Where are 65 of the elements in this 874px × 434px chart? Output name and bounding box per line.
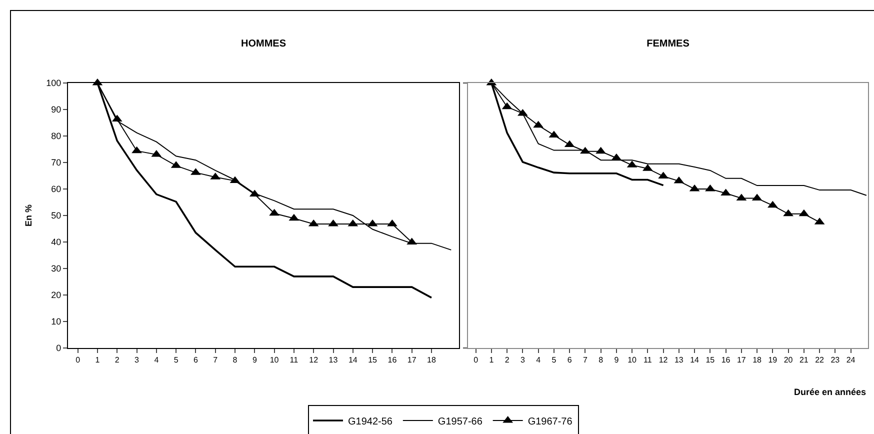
- y-tick-label: 20: [51, 290, 62, 300]
- x-axis-title: Durée en années: [794, 387, 866, 397]
- x-tick-label: 5: [552, 356, 557, 365]
- x-tick-label: 13: [674, 356, 684, 365]
- x-tick-label: 17: [407, 356, 417, 365]
- y-axis-title: En %: [24, 204, 34, 227]
- x-tick-label: 14: [348, 356, 358, 365]
- y-tick-label: 10: [51, 316, 62, 327]
- x-tick-label: 4: [154, 356, 160, 365]
- y-tick-label: 70: [51, 158, 62, 168]
- x-tick-label: 18: [752, 356, 762, 365]
- x-tick-label: 10: [628, 356, 638, 365]
- chart-title: HOMMES: [241, 38, 286, 50]
- y-tick-label: 90: [51, 104, 62, 115]
- x-tick-label: 8: [232, 356, 238, 365]
- x-tick-label: 11: [290, 356, 299, 365]
- x-tick-label: 17: [736, 356, 746, 365]
- x-tick-label: 9: [252, 356, 258, 365]
- x-tick-label: 0: [76, 356, 81, 365]
- x-tick-label: 7: [213, 356, 218, 365]
- y-tick-label: 0: [56, 343, 62, 354]
- y-tick-label: 80: [51, 131, 62, 142]
- x-tick-label: 23: [830, 356, 840, 365]
- x-tick-label: 4: [536, 356, 542, 365]
- y-tick-label: 40: [51, 237, 62, 248]
- point: [387, 219, 398, 226]
- x-tick-label: 7: [582, 356, 588, 365]
- x-tick-label: 19: [768, 356, 778, 365]
- x-tick-label: 24: [846, 356, 856, 365]
- y-tick-label: 50: [51, 210, 62, 221]
- x-tick-label: 18: [427, 356, 436, 365]
- x-tick-label: 3: [134, 356, 140, 365]
- x-tick-label: 1: [489, 356, 494, 365]
- x-tick-label: 22: [815, 356, 825, 365]
- legend-label: G1942-56: [348, 416, 393, 428]
- x-tick-label: 9: [614, 356, 620, 365]
- legend-label: G1957-66: [438, 416, 483, 428]
- x-tick-label: 10: [270, 356, 280, 365]
- x-tick-label: 13: [328, 356, 338, 365]
- x-tick-label: 14: [690, 356, 700, 365]
- chart-title: FEMMES: [646, 38, 690, 50]
- y-tick-label: 100: [46, 78, 62, 88]
- x-tick-label: 5: [174, 356, 179, 365]
- x-tick-label: 12: [309, 356, 319, 365]
- x-tick-label: 6: [193, 356, 198, 365]
- point: [132, 146, 142, 154]
- x-tick-label: 0: [474, 356, 479, 365]
- y-tick-label: 60: [51, 184, 62, 194]
- x-tick-label: 8: [598, 356, 604, 365]
- x-tick-label: 1: [95, 356, 100, 365]
- legend-label: G1967-76: [528, 416, 573, 428]
- x-tick-label: 15: [706, 356, 716, 365]
- x-tick-label: 21: [799, 356, 809, 365]
- x-tick-label: 12: [658, 356, 668, 365]
- x-tick-label: 16: [388, 356, 398, 365]
- x-tick-label: 20: [784, 356, 794, 365]
- x-tick-label: 3: [520, 356, 526, 365]
- point: [328, 219, 338, 226]
- x-tick-label: 6: [567, 356, 572, 365]
- x-tick-label: 2: [504, 356, 510, 365]
- x-tick-label: 11: [644, 356, 652, 365]
- y-tick-label: 30: [51, 264, 62, 274]
- x-tick-label: 16: [721, 356, 731, 365]
- x-tick-label: 15: [368, 356, 378, 365]
- x-tick-label: 2: [114, 356, 120, 365]
